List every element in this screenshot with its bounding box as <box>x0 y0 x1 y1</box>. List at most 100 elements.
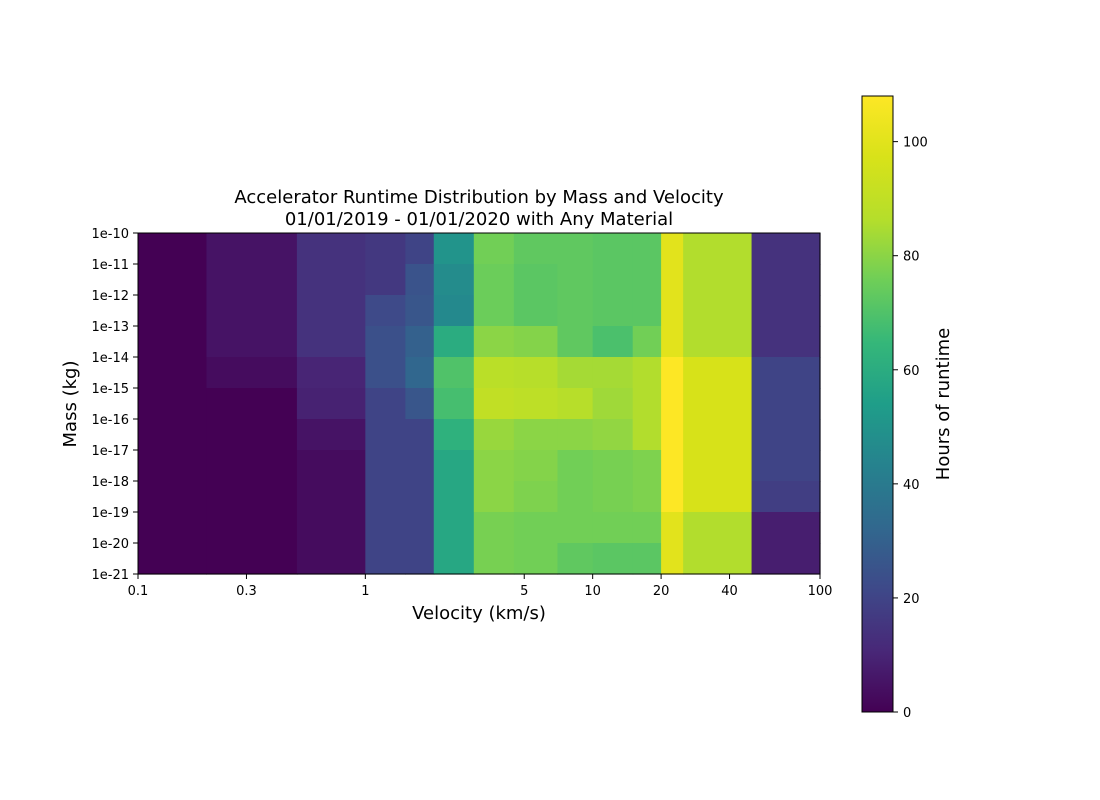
y-tick-label: 1e-17 <box>91 444 129 459</box>
heatmap-cell <box>365 357 406 389</box>
heatmap-cell <box>751 419 821 451</box>
heatmap-cell <box>433 543 475 575</box>
colorbar-tick-label: 80 <box>903 250 920 265</box>
heatmap-cell <box>206 512 298 544</box>
x-tick-label: 5 <box>520 584 528 599</box>
colorbar-tick-label: 60 <box>903 364 920 379</box>
heatmap-cell <box>138 543 208 575</box>
heatmap-cell <box>473 295 515 327</box>
y-tick-label: 1e-12 <box>91 289 129 304</box>
heatmap-cell <box>433 512 475 544</box>
heatmap-cell <box>592 295 634 327</box>
heatmap-cell <box>592 512 634 544</box>
heatmap-cell <box>138 233 208 265</box>
heatmap-cell <box>557 357 594 389</box>
heatmap-cell <box>751 233 821 265</box>
heatmap-cell <box>365 388 406 420</box>
colorbar-tick-label: 20 <box>903 592 920 607</box>
heatmap-cell <box>138 450 208 482</box>
y-tick-label: 1e-18 <box>91 475 129 490</box>
heatmap-cell <box>513 357 559 389</box>
heatmap-cell <box>632 388 662 420</box>
heatmap-cell <box>206 233 298 265</box>
heatmap-cell <box>206 450 298 482</box>
heatmap-cell <box>405 264 435 296</box>
heatmap-cell <box>296 481 366 513</box>
heatmap-cell <box>473 450 515 482</box>
heatmap-cell <box>661 419 684 451</box>
heatmap-cell <box>433 295 475 327</box>
heatmap-cell <box>751 295 821 327</box>
heatmap-cell <box>557 264 594 296</box>
heatmap-cell <box>632 419 662 451</box>
colorbar-tick-label: 0 <box>903 706 911 721</box>
heatmap-cell <box>632 512 662 544</box>
heatmap-cell <box>138 419 208 451</box>
x-tick-label: 100 <box>808 584 833 599</box>
x-axis-label: Velocity (km/s) <box>412 603 546 624</box>
x-axis-ticks: 0.1 0.3 1 5 10 20 40 100 <box>128 574 833 599</box>
heatmap-cell <box>661 357 684 389</box>
y-tick-label: 1e-21 <box>91 568 129 583</box>
heatmap-cell <box>592 264 634 296</box>
x-tick-label: 10 <box>584 584 601 599</box>
heatmap-cell <box>661 512 684 544</box>
heatmap-cell <box>365 543 406 575</box>
heatmap-cell <box>592 481 634 513</box>
heatmap-cell <box>365 295 406 327</box>
heatmap-cell <box>683 388 753 420</box>
heatmap-cell <box>405 481 435 513</box>
heatmap-cell <box>138 481 208 513</box>
heatmap-cell <box>405 357 435 389</box>
heatmap-cell <box>661 326 684 358</box>
heatmap-cell <box>592 419 634 451</box>
heatmap-cell <box>751 481 821 513</box>
heatmap-cell <box>138 295 208 327</box>
heatmap-cell <box>405 512 435 544</box>
heatmap-cell <box>751 512 821 544</box>
heatmap-cell <box>296 326 366 358</box>
colorbar-tick-label: 40 <box>903 478 920 493</box>
heatmap-cell <box>751 543 821 575</box>
heatmap-cell <box>513 481 559 513</box>
y-axis-label: Mass (kg) <box>60 361 81 448</box>
heatmap-cell <box>473 388 515 420</box>
heatmap-cell <box>632 264 662 296</box>
heatmap-cell <box>473 543 515 575</box>
heatmap-cell <box>473 357 515 389</box>
heatmap-cell <box>405 543 435 575</box>
y-tick-label: 1e-16 <box>91 413 129 428</box>
heatmap-cell <box>557 326 594 358</box>
heatmap-cell <box>405 419 435 451</box>
heatmap-cell <box>592 450 634 482</box>
heatmap-cell <box>632 481 662 513</box>
heatmap-cell <box>683 357 753 389</box>
heatmap-cell <box>632 357 662 389</box>
heatmap-cell <box>433 233 475 265</box>
heatmap-cell <box>632 233 662 265</box>
heatmap-cell <box>557 481 594 513</box>
heatmap-cell <box>592 233 634 265</box>
heatmap-cell <box>296 543 366 575</box>
chart-subtitle: 01/01/2019 - 01/01/2020 with Any Materia… <box>285 209 673 230</box>
heatmap-cell <box>513 543 559 575</box>
heatmap-cell <box>206 419 298 451</box>
heatmap-cell <box>433 388 475 420</box>
heatmap-cell <box>473 419 515 451</box>
x-tick-label: 20 <box>653 584 670 599</box>
heatmap-cell <box>661 388 684 420</box>
heatmap-cell <box>365 481 406 513</box>
chart-title: Accelerator Runtime Distribution by Mass… <box>234 187 724 208</box>
heatmap-cell <box>138 326 208 358</box>
heatmap-cell <box>296 419 366 451</box>
heatmap-cell <box>365 233 406 265</box>
heatmap-cell <box>557 450 594 482</box>
y-tick-label: 1e-10 <box>91 227 129 242</box>
heatmap-cell <box>473 233 515 265</box>
y-tick-label: 1e-13 <box>91 320 129 335</box>
heatmap-cell <box>365 512 406 544</box>
colorbar-ticks: 0 20 40 60 80 100 <box>893 136 928 721</box>
heatmap-cell <box>513 450 559 482</box>
heatmap-cell <box>661 295 684 327</box>
